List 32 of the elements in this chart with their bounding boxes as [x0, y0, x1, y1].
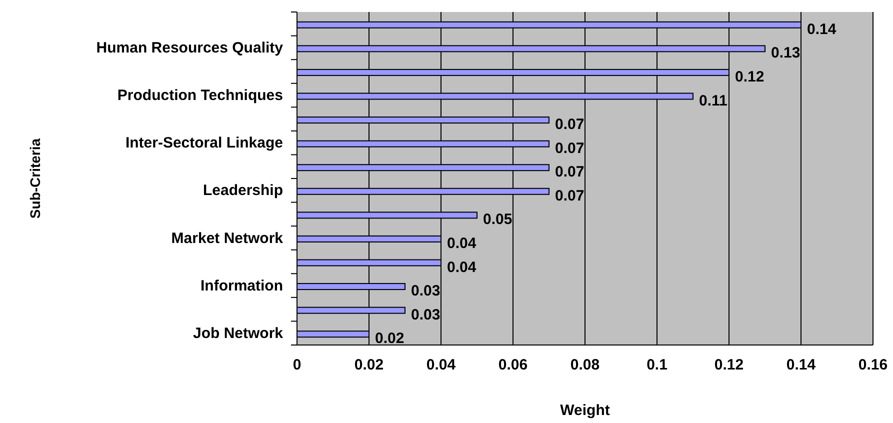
data-label: 0.04	[447, 258, 477, 276]
data-label: 0.03	[411, 282, 440, 300]
data-label: 0.03	[411, 306, 440, 324]
data-label: 0.13	[771, 44, 800, 62]
y-tick-label: Market Network	[171, 230, 284, 247]
data-label: 0.05	[483, 211, 512, 228]
y-tick-label: Production Techniques	[117, 87, 283, 104]
x-tick-label: 0.1	[646, 356, 668, 374]
x-tick-label: 0	[292, 356, 302, 374]
data-label: 0.14	[807, 20, 837, 38]
x-tick-label: 0.06	[498, 356, 528, 374]
x-tick-label: 0.14	[786, 356, 816, 374]
y-tick-label: Leadership	[202, 182, 283, 200]
y-axis-title: Sub-Criteria	[27, 138, 43, 219]
data-label: 0.12	[735, 68, 764, 86]
data-label: 0.04	[447, 234, 477, 252]
y-tick-label: Human Resources Quality	[96, 39, 284, 56]
y-tick-label: Inter-Sectoral Linkage	[125, 134, 283, 152]
data-label: 0.07	[555, 164, 584, 181]
data-label: 0.02	[375, 330, 404, 348]
data-label: 0.11	[699, 92, 728, 110]
x-tick-label: 0.12	[714, 356, 744, 374]
y-tick-label: Job Network	[192, 324, 284, 342]
x-tick-label: 0.16	[858, 356, 888, 374]
x-tick-label: 0.04	[426, 356, 456, 374]
x-tick-label: 0.08	[570, 356, 600, 374]
data-label: 0.07	[555, 116, 584, 134]
data-label: 0.07	[555, 187, 584, 204]
y-tick-label: Information	[200, 277, 283, 294]
data-label: 0.07	[555, 140, 584, 157]
x-axis-title: Weight	[560, 402, 610, 419]
x-tick-label: 0.02	[354, 356, 384, 374]
